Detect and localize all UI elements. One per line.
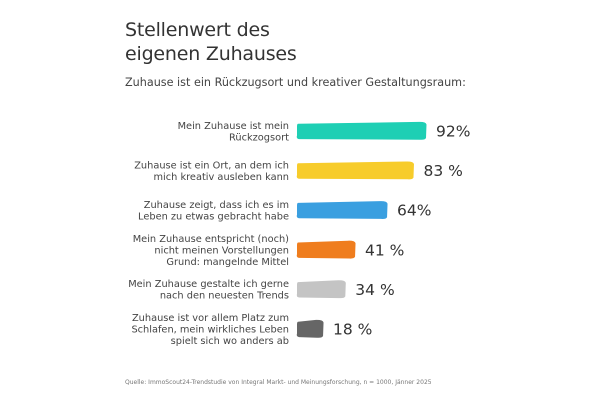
category-label-5: Mein Zuhause gestalte ich gerne nach den … (128, 279, 289, 302)
source-note: Quelle: ImmoScout24-Trendstudie von Inte… (125, 379, 432, 386)
category-label-2: Zuhause ist ein Ort, an dem ich mich krea… (134, 160, 289, 183)
category-label-2-line-2: mich kreativ ausleben kann (153, 172, 289, 183)
category-label-4-line-1: Mein Zuhause entspricht (noch) (133, 234, 289, 245)
bar-3 (296, 201, 388, 219)
category-label-3: Zuhause zeigt, dass ich es im Leben zu et… (138, 200, 289, 223)
category-label-6-line-3: spielt sich wo anders ab (171, 336, 289, 347)
value-label-1: 92% (436, 123, 470, 141)
category-label-1-line-2: Rückzogsort (229, 132, 289, 143)
category-label-1: Mein Zuhause ist mein Rückzogsort (178, 121, 290, 144)
category-label-1-line-1: Mein Zuhause ist mein (178, 121, 289, 132)
chart-title-line-2: eigenen Zuhauses (125, 43, 297, 65)
chart-title-line-1: Stellenwert des (125, 19, 270, 41)
value-label-5: 34 % (355, 281, 394, 299)
bar-1 (296, 121, 427, 140)
category-label-3-line-2: Leben zu etwas gebracht habe (138, 211, 289, 222)
category-label-5-line-2: nach den neuesten Trends (160, 291, 289, 302)
category-label-6: Zuhause ist vor allem Platz zum Schlafen,… (131, 313, 289, 347)
category-label-6-line-1: Zuhause ist vor allem Platz zum (132, 313, 289, 324)
category-label-3-line-1: Zuhause zeigt, dass ich es im (144, 200, 289, 211)
category-label-6-line-2: Schlafen, mein wirkliches Leben (131, 325, 289, 336)
bar-6 (296, 319, 324, 338)
chart-subtitle: Zuhause ist ein Rückzugsort und kreative… (125, 76, 466, 89)
bar-2 (296, 161, 414, 180)
category-label-4-line-3: Grund: mangelnde Mittel (166, 257, 289, 268)
value-label-3: 64% (397, 202, 431, 220)
category-label-4: Mein Zuhause entspricht (noch) nicht mein… (133, 234, 289, 268)
category-label-2-line-1: Zuhause ist ein Ort, an dem ich (134, 160, 289, 171)
value-label-2: 83 % (424, 162, 463, 180)
chart-title: Stellenwert des eigenen Zuhauses (125, 18, 445, 66)
bar-5 (296, 280, 346, 299)
bar-4 (296, 240, 356, 259)
category-label-4-line-2: nicht meinen Vorstellungen (154, 245, 289, 256)
value-label-4: 41 % (365, 241, 404, 259)
category-label-5-line-1: Mein Zuhause gestalte ich gerne (128, 279, 289, 290)
value-label-6: 18 % (333, 321, 372, 339)
